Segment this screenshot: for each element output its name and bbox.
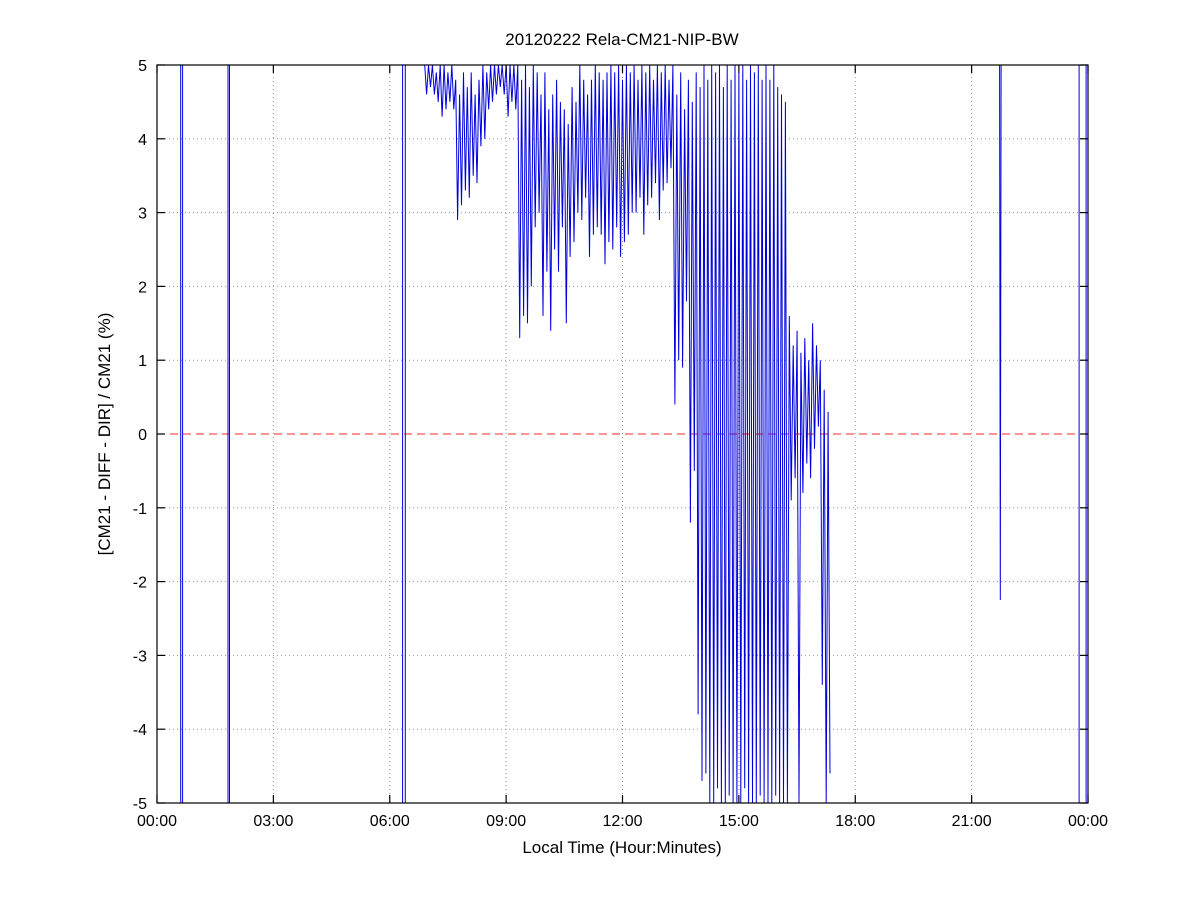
x-tick-label: 18:00 — [835, 813, 875, 830]
y-tick-label: 1 — [138, 353, 147, 370]
y-tick-label: 5 — [138, 58, 147, 75]
plot-root: 00:00 03:00 06:00 09:00 12:00 15:00 18:00 21:00… — [133, 58, 1108, 830]
x-tick-label: 09:00 — [486, 813, 526, 830]
x-axis-label: Local Time (Hour:Minutes) — [522, 838, 721, 857]
x-tick-label: 15:00 — [719, 813, 759, 830]
x-tick-label: 21:00 — [952, 813, 992, 830]
y-axis-label: [CM21 - DIFF - DIR] / CM21 (%) — [95, 313, 114, 556]
y-tick-label: -1 — [133, 501, 147, 518]
x-tick-label: 06:00 — [370, 813, 410, 830]
y-tick-label: -2 — [133, 575, 147, 592]
series-segment-spike-21:44 — [999, 64, 1002, 601]
y-tick-label: 0 — [138, 427, 147, 444]
y-tick-label: 4 — [138, 132, 147, 149]
x-tick-label: 00:00 — [1068, 813, 1108, 830]
y-tick-label: -3 — [133, 648, 147, 665]
y-tick-label: 3 — [138, 206, 147, 223]
x-tick-label: 00:00 — [137, 813, 177, 830]
x-tick-label: 12:00 — [602, 813, 642, 830]
series-segment-daytime-noise — [424, 64, 831, 804]
chart-title: 20120222 Rela-CM21-NIP-BW — [505, 30, 738, 49]
y-tick-label: -4 — [133, 722, 147, 739]
x-tick-label: 03:00 — [253, 813, 293, 830]
y-tick-label: -5 — [133, 796, 147, 813]
y-tick-label: 2 — [138, 279, 147, 296]
